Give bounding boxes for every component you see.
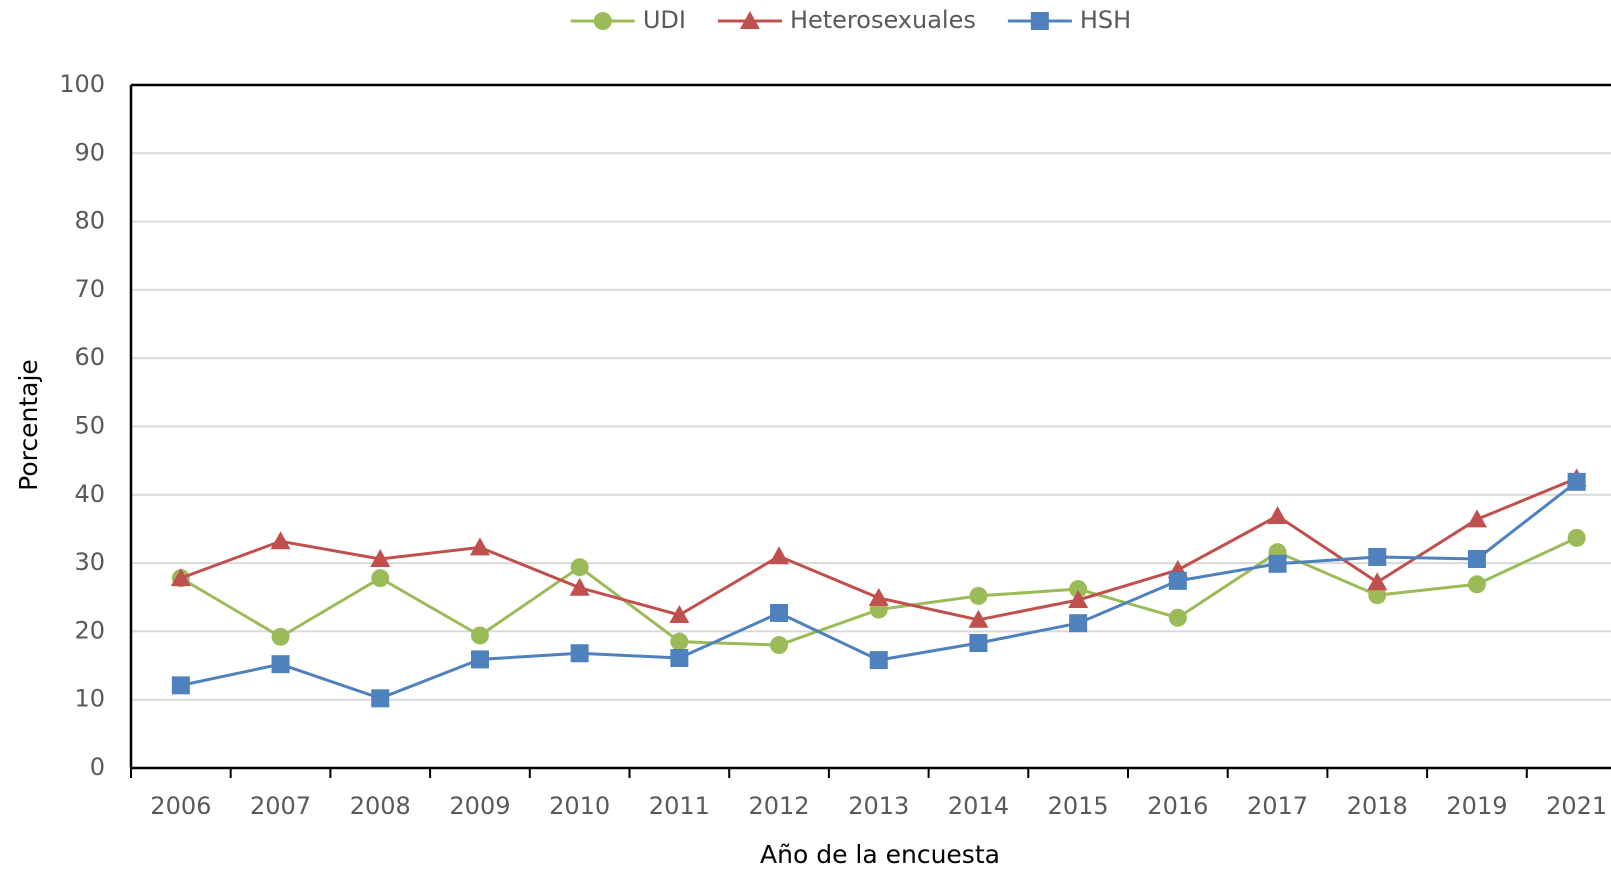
legend-label: UDI <box>643 6 686 34</box>
series <box>171 528 1586 655</box>
point <box>969 634 988 653</box>
legend-label: Heterosexuales <box>790 6 976 34</box>
x-tick-label: 2021 <box>1546 792 1607 820</box>
point <box>1168 571 1187 590</box>
x-tick-label: 2006 <box>150 792 211 820</box>
point <box>1267 505 1288 524</box>
legend-item: UDI <box>570 6 686 34</box>
point <box>469 537 490 556</box>
x-tick-label: 2018 <box>1347 792 1408 820</box>
point <box>593 12 612 30</box>
x-tick-label: 2019 <box>1446 792 1507 820</box>
y-tick-label: 60 <box>74 343 105 371</box>
y-tick-label: 0 <box>90 753 105 781</box>
x-tick-label: 2017 <box>1247 792 1308 820</box>
point <box>1268 554 1287 573</box>
point <box>1467 550 1486 569</box>
point <box>470 626 489 645</box>
x-tick-label: 2015 <box>1048 792 1109 820</box>
point <box>1368 547 1387 566</box>
point <box>770 636 789 655</box>
point <box>370 549 391 568</box>
y-axis-title: Porcentaje <box>14 359 43 491</box>
point <box>371 689 390 708</box>
point <box>868 587 889 606</box>
point <box>1068 589 1089 608</box>
legend-item: Heterosexuales <box>717 6 976 34</box>
point <box>670 632 689 651</box>
y-tick-label: 90 <box>74 138 105 166</box>
y-tick-label: 10 <box>74 685 105 713</box>
x-tick-label: 2007 <box>250 792 311 820</box>
point <box>470 650 489 669</box>
x-tick-label: 2011 <box>649 792 710 820</box>
series <box>171 472 1586 708</box>
y-tick-label: 30 <box>74 548 105 576</box>
point <box>371 569 390 588</box>
legend-label: HSH <box>1080 6 1131 34</box>
point <box>1069 580 1088 599</box>
point <box>170 568 191 587</box>
x-axis-title: Año de la encuesta <box>760 840 1000 869</box>
y-tick-label: 70 <box>74 275 105 303</box>
y-tick-label: 50 <box>74 412 105 440</box>
x-tick-label: 2012 <box>749 792 810 820</box>
point <box>569 577 590 596</box>
point <box>869 651 888 670</box>
point <box>1367 572 1388 591</box>
point <box>968 609 989 628</box>
x-tick-label: 2010 <box>549 792 610 820</box>
y-tick-label: 100 <box>59 70 105 98</box>
x-tick-label: 2009 <box>449 792 510 820</box>
point <box>1030 12 1049 30</box>
legend-item: HSH <box>1007 6 1131 34</box>
legend: UDI Heterosexuales HSH <box>570 6 1131 34</box>
point <box>570 558 589 577</box>
point <box>1168 608 1187 627</box>
point <box>1567 472 1586 491</box>
point <box>739 11 760 29</box>
point <box>270 531 291 550</box>
x-tick-label: 2008 <box>350 792 411 820</box>
point <box>770 603 789 622</box>
y-tick-label: 80 <box>74 207 105 235</box>
x-tick-label: 2013 <box>848 792 909 820</box>
point <box>271 627 290 646</box>
point <box>1069 614 1088 633</box>
point <box>969 586 988 605</box>
point <box>670 649 689 668</box>
point <box>1466 509 1487 528</box>
point <box>669 605 690 624</box>
point <box>1368 586 1387 605</box>
point <box>570 644 589 663</box>
y-tick-label: 40 <box>74 480 105 508</box>
point <box>769 546 790 565</box>
y-tick-label: 20 <box>74 616 105 644</box>
point <box>1467 575 1486 594</box>
point <box>271 655 290 674</box>
x-tick-label: 2014 <box>948 792 1009 820</box>
x-tick-label: 2016 <box>1147 792 1208 820</box>
point <box>1567 528 1586 547</box>
point <box>171 676 190 695</box>
